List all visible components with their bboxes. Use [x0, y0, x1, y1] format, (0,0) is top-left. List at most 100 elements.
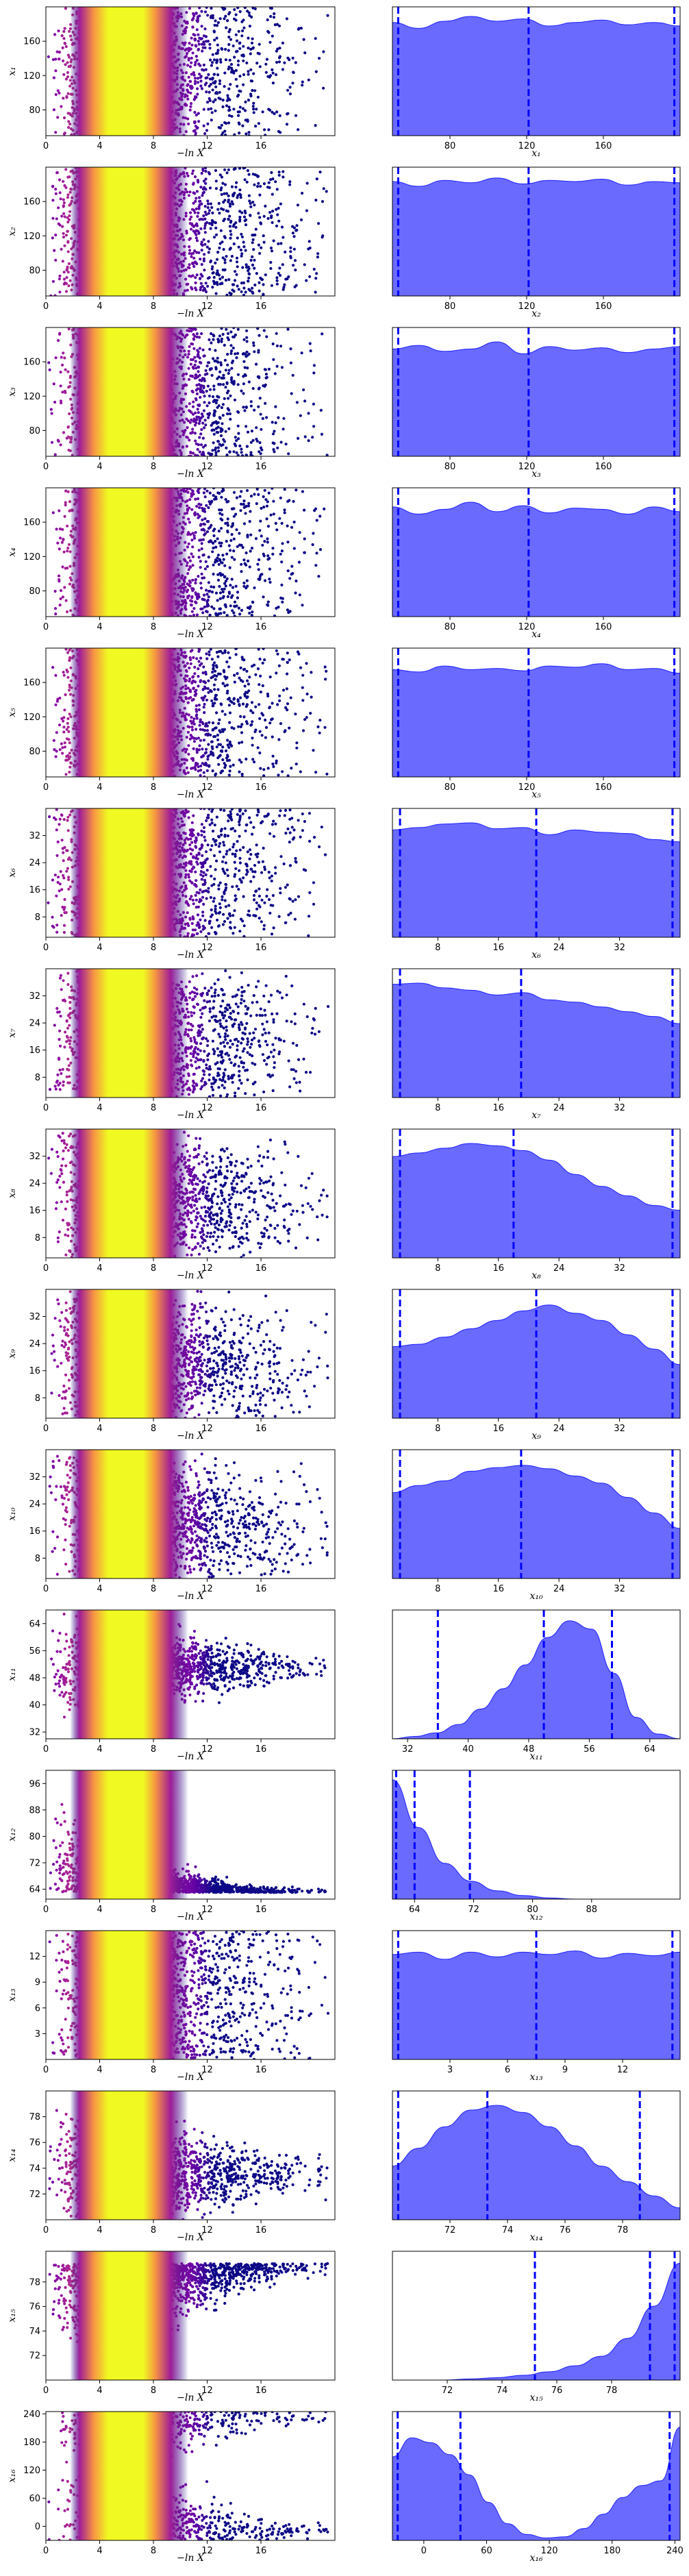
density-curve-x14: [392, 2105, 681, 2220]
density-frame-x14: [392, 2090, 681, 2220]
scatter-points-x13: [48, 1931, 330, 2059]
density-xtick-label: 88: [586, 1905, 597, 1915]
density-frame-x5: [392, 647, 681, 778]
row-x6: 0 4 8 12 16 −ln X 8 16 24 32 x₆ 8 16 24 32 x₆: [7, 808, 681, 961]
density-frame-x2: [392, 166, 681, 297]
scatter-xtick-label: 0: [43, 622, 49, 632]
density-frame-x3: [392, 327, 681, 457]
scatter-frame-x8: [45, 1128, 336, 1259]
density-xtick-label: 16: [492, 1263, 504, 1274]
density-xtick-label: 120: [518, 301, 536, 312]
density-xtick-label: 24: [553, 1263, 565, 1274]
density-xtick-label: 120: [518, 782, 536, 793]
scatter-ytick-label: 60: [29, 2494, 40, 2504]
scatter-xtick-label: 4: [97, 622, 102, 632]
density-curve-x15: [392, 2262, 681, 2381]
scatter-points-x1: [47, 7, 329, 136]
density-xlabel-x10: x₁₀: [529, 1591, 543, 1602]
density-xtick-label: 80: [444, 462, 456, 472]
scatter-ytick-label: 6: [35, 2003, 40, 2014]
scatter-frame-x12: [45, 1770, 336, 1900]
density-xtick-label: 40: [462, 1744, 474, 1755]
scatter-ytick-label: 8: [35, 1554, 40, 1564]
scatter-ylabel-x13: x₁₃: [7, 1988, 18, 2002]
density-curve-x16: [392, 2427, 681, 2541]
scatter-ytick-label: 16: [29, 885, 40, 895]
scatter-xtick-label: 0: [43, 943, 49, 953]
scatter-points-x10: [48, 1450, 329, 1578]
dense-band-x11: [70, 1610, 189, 1739]
scatter-xtick-label: 12: [201, 1424, 213, 1434]
scatter-xtick-label: 16: [255, 1584, 267, 1594]
dense-band-x7: [70, 969, 189, 1098]
row-x12: 0 4 8 12 16 −ln X 64 72 80 88 96 x₁₂ 64 72 80 88 x₁₂: [7, 1770, 681, 1922]
density-frame-x6: [392, 808, 681, 938]
scatter-ytick-label: 32: [29, 1728, 40, 1738]
density-xlabel-x1: x₁: [531, 148, 541, 159]
scatter-ytick-label: 80: [29, 106, 40, 116]
scatter-ytick-label: 16: [29, 1045, 40, 1056]
row-x14: 0 4 8 12 16 −ln X 72 74 76 78 x₁₄ 72 74 76 78 x₁₄: [7, 2090, 681, 2243]
scatter-xtick-label: 8: [151, 943, 156, 953]
row-x1: 0 4 8 12 16 −ln X 80 120 160 x₁ 80 120 160 x₁: [7, 6, 681, 159]
scatter-xtick-label: 8: [151, 141, 156, 151]
scatter-xtick-label: 8: [151, 782, 156, 793]
scatter-ytick-label: 160: [23, 37, 40, 47]
density-curve-x6: [392, 822, 681, 938]
density-xtick-label: 76: [560, 2225, 571, 2236]
scatter-points-x14: [48, 2091, 329, 2220]
scatter-xtick-label: 12: [201, 1263, 213, 1274]
scatter-points-x9: [50, 1289, 329, 1418]
scatter-xtick-label: 0: [43, 1584, 49, 1594]
scatter-xtick-label: 0: [43, 2065, 49, 2075]
scatter-ylabel-x16: x₁₆: [7, 2469, 18, 2483]
row-x5: 0 4 8 12 16 −ln X 80 120 160 x₅ 80 120 160 x₅: [7, 647, 681, 800]
scatter-ytick-label: 64: [29, 1885, 40, 1895]
density-curve-x10: [392, 1465, 681, 1579]
scatter-ytick-label: 32: [29, 1472, 40, 1483]
dense-band-x14: [70, 2091, 189, 2220]
scatter-xlabel: −ln X: [177, 789, 205, 800]
density-frame-x8: [392, 1128, 681, 1259]
density-xtick-label: 24: [553, 1584, 565, 1594]
scatter-ytick-label: 8: [35, 913, 40, 923]
density-xtick-label: 120: [518, 462, 536, 472]
scatter-ytick-label: 56: [29, 1646, 40, 1657]
scatter-ytick-label: 78: [29, 2112, 40, 2122]
density-xtick-label: 16: [492, 1103, 504, 1113]
scatter-xtick-label: 16: [255, 1744, 267, 1755]
scatter-xtick-label: 8: [151, 622, 156, 632]
scatter-ytick-label: 16: [29, 1526, 40, 1537]
dense-band-x15: [70, 2251, 189, 2380]
dense-band-x8: [70, 1129, 189, 1258]
dense-band-x4: [70, 488, 189, 617]
density-xlabel-x15: x₁₅: [529, 2392, 543, 2403]
density-xtick-label: 80: [444, 782, 456, 793]
scatter-xtick-label: 16: [255, 782, 267, 793]
row-x13: 0 4 8 12 16 −ln X 3 6 9 12 x₁₃ 3 6 9 12 x₁₃: [7, 1930, 681, 2083]
scatter-frame-x14: [45, 2090, 336, 2220]
density-curve-x5: [392, 663, 681, 778]
density-xlabel-x7: x₇: [531, 1110, 541, 1121]
scatter-ytick-label: 88: [29, 1805, 40, 1816]
scatter-ytick-label: 120: [23, 232, 40, 242]
density-xtick-label: 72: [442, 2386, 453, 2396]
scatter-xtick-label: 0: [43, 1424, 49, 1434]
scatter-ylabel-x8: x₈: [7, 1189, 18, 1198]
scatter-ylabel-x4: x₄: [7, 547, 18, 557]
scatter-xlabel: −ln X: [177, 1431, 205, 1441]
scatter-points-x7: [48, 969, 330, 1098]
scatter-xtick-label: 8: [151, 1103, 156, 1113]
density-curve-x11: [392, 1620, 681, 1739]
density-xtick-label: 240: [666, 2546, 684, 2556]
scatter-ytick-label: 74: [29, 2327, 40, 2337]
scatter-ytick-label: 8: [35, 1394, 40, 1404]
scatter-xtick-label: 8: [151, 462, 156, 472]
density-frame-x16: [392, 2411, 681, 2541]
density-curve-x1: [392, 16, 681, 136]
scatter-xlabel: −ln X: [177, 1270, 205, 1281]
density-xtick-label: 160: [595, 782, 612, 793]
density-frame-x15: [392, 2251, 681, 2381]
density-xlabel-x5: x₅: [531, 789, 541, 800]
